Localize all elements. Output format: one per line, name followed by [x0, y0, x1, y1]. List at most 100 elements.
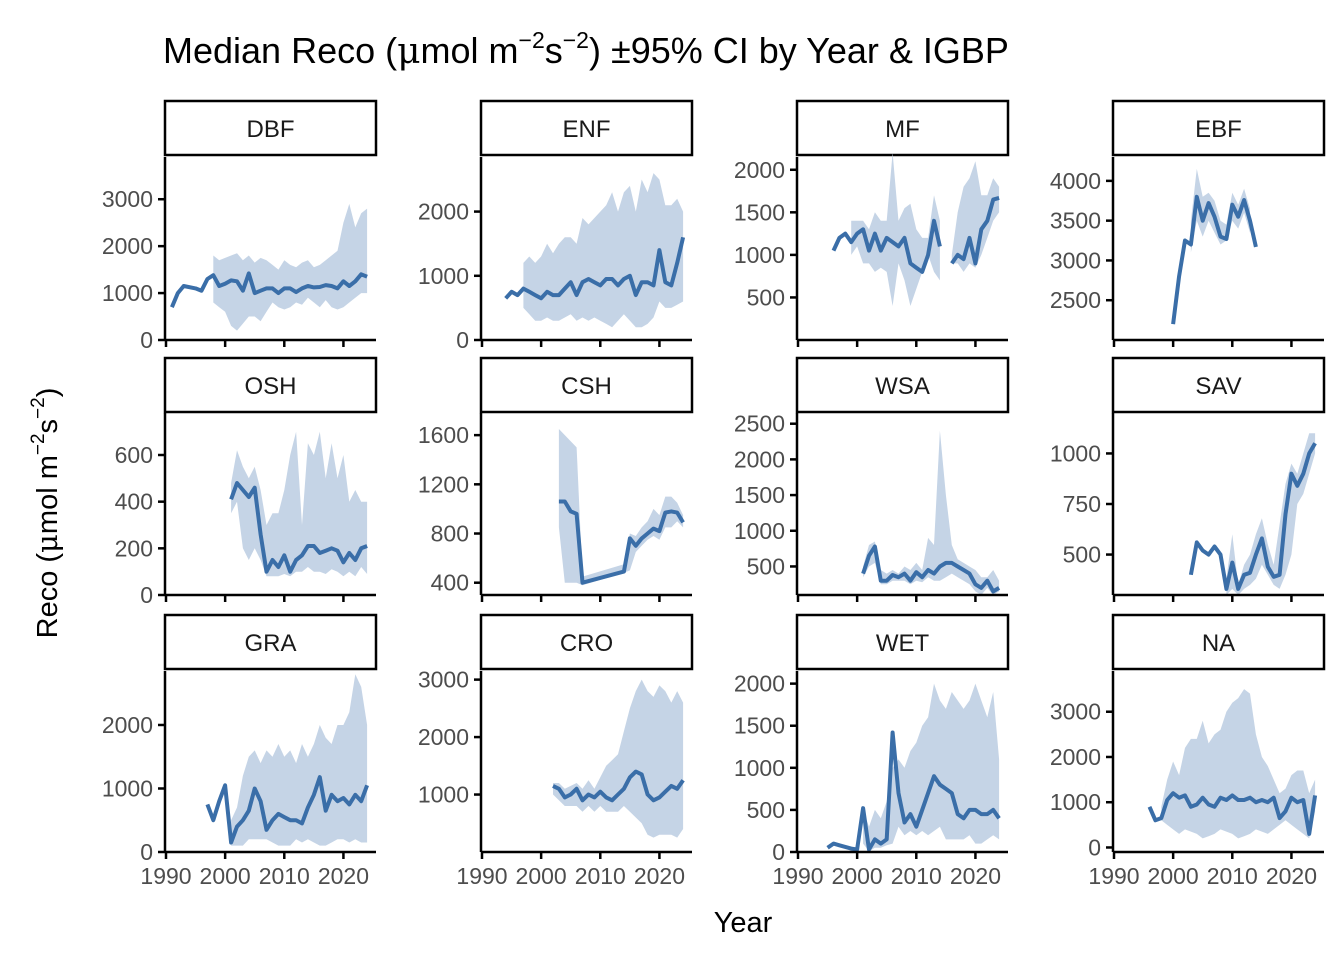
strip-wsa: [795, 356, 1010, 414]
y-tick-label-csh-800: 800: [431, 521, 469, 547]
y-tick-label-osh-600: 600: [115, 442, 153, 468]
x-tick-label-cro-2020: 2020: [634, 863, 685, 889]
y-tick-label-dbf-3000: 3000: [102, 186, 153, 212]
strip-label-cro: CRO: [560, 630, 613, 657]
ylabel-sup1: −2: [28, 433, 49, 455]
x-tick-label-na-1990: 1990: [1088, 863, 1139, 889]
y-tick-label-sav-500: 500: [1063, 542, 1101, 568]
y-tick-label-na-0: 0: [1088, 834, 1101, 860]
y-tick-label-wsa-2000: 2000: [734, 446, 785, 472]
y-tick-label-csh-400: 400: [431, 570, 469, 596]
panel-dbf: DBF 0 1000 2000 3000: [102, 99, 378, 353]
y-tick-label-sav-1000: 1000: [1050, 440, 1101, 466]
median-line-mf-1: [950, 195, 1000, 266]
x-tick-label-na-2020: 2020: [1266, 863, 1317, 889]
y-axis-label: Reco (μmol m−2s−2): [28, 388, 64, 639]
panel-enf: ENF 0 1000 2000: [418, 99, 694, 353]
title-sup2: −2: [563, 27, 589, 53]
y-tick-label-mf-1000: 1000: [734, 242, 785, 268]
y-tick-label-sav-750: 750: [1063, 491, 1101, 517]
y-tick-label-gra-1000: 1000: [102, 775, 153, 801]
y-tick-label-wet-500: 500: [747, 797, 785, 823]
median-line-wet-0: [826, 730, 1001, 852]
y-tick-label-wsa-2500: 2500: [734, 411, 785, 437]
y-tick-label-osh-0: 0: [140, 582, 153, 608]
x-tick-label-gra-2000: 2000: [200, 863, 251, 889]
y-tick-label-gra-2000: 2000: [102, 712, 153, 738]
panel-wet: WET 0 500 1000 1500 2000 1990 2000 2010 2020: [734, 613, 1010, 889]
strip-cro: [479, 613, 694, 671]
x-tick-label-gra-1990: 1990: [140, 863, 191, 889]
ylabel-sup2: −2: [28, 397, 49, 419]
strip-label-wet: WET: [876, 630, 930, 657]
y-tick-label-osh-200: 200: [115, 535, 153, 561]
strip-label-na: NA: [1202, 630, 1235, 657]
y-tick-label-ebf-4000: 4000: [1050, 168, 1101, 194]
median-line-csh-0: [558, 499, 685, 585]
panel-ebf: EBF 2500 3000 3500 4000: [1050, 99, 1326, 347]
x-axis-label: Year: [714, 907, 773, 939]
x-tick-label-gra-2020: 2020: [318, 863, 369, 889]
x-tick-label-cro-1990: 1990: [456, 863, 507, 889]
ci-ribbon-osh-0: [231, 431, 368, 577]
median-line-osh-0: [229, 481, 368, 574]
median-line-mf-0: [831, 218, 942, 274]
chart-title: Median Reco (μmol m−2s−2) ±95% CI by Yea…: [163, 27, 1009, 72]
median-line-wsa-0: [861, 544, 1001, 594]
ylabel-s: s: [32, 419, 64, 434]
y-tick-label-mf-500: 500: [747, 284, 785, 310]
strip-enf: [479, 99, 694, 157]
y-tick-label-mf-1500: 1500: [734, 199, 785, 225]
y-tick-label-gra-0: 0: [140, 839, 153, 865]
title-post: ) ±95% CI by Year & IGBP: [589, 30, 1009, 71]
strip-sav: [1111, 356, 1326, 414]
title-mu: μ: [397, 31, 420, 72]
y-tick-label-na-3000: 3000: [1050, 699, 1101, 725]
strip-gra: [163, 613, 378, 671]
strip-osh: [163, 356, 378, 414]
ci-ribbon-wet-0: [863, 683, 1000, 852]
y-tick-label-cro-1000: 1000: [418, 782, 469, 808]
x-tick-label-cro-2000: 2000: [516, 863, 567, 889]
strip-label-mf: MF: [885, 116, 920, 143]
y-tick-label-mf-2000: 2000: [734, 157, 785, 183]
median-line-enf-0: [504, 236, 686, 301]
ci-ribbon-na-0: [1161, 689, 1316, 839]
y-tick-label-ebf-3500: 3500: [1050, 208, 1101, 234]
y-tick-label-wsa-1500: 1500: [734, 482, 785, 508]
x-tick-label-wet-1990: 1990: [772, 863, 823, 889]
y-tick-label-wet-2000: 2000: [734, 671, 785, 697]
y-tick-label-wet-1500: 1500: [734, 713, 785, 739]
y-tick-label-dbf-2000: 2000: [102, 233, 153, 259]
median-line-dbf-0: [170, 271, 368, 308]
title-s: s: [545, 30, 563, 71]
ci-ribbon-gra-0: [231, 674, 368, 846]
y-tick-label-dbf-0: 0: [140, 327, 153, 353]
strip-wet: [795, 613, 1010, 671]
ci-ribbon-dbf-0: [213, 203, 368, 331]
y-tick-label-wsa-500: 500: [747, 553, 785, 579]
y-tick-label-cro-2000: 2000: [418, 724, 469, 750]
x-tick-label-na-2000: 2000: [1148, 863, 1199, 889]
strip-label-osh: OSH: [244, 373, 296, 400]
median-line-sav-0: [1188, 442, 1317, 591]
panel-gra: GRA 0 1000 2000 1990 2000 2010 2020: [102, 613, 378, 889]
x-tick-label-gra-2010: 2010: [259, 863, 310, 889]
strip-label-sav: SAV: [1195, 373, 1241, 400]
y-tick-label-wet-0: 0: [772, 839, 785, 865]
panel-sav: SAV 500 750 1000: [1050, 356, 1326, 602]
y-tick-label-ebf-3000: 3000: [1050, 247, 1101, 273]
strip-label-wsa: WSA: [875, 373, 930, 400]
panel-mf: MF 500 1000 1500 2000: [734, 99, 1010, 347]
y-tick-label-na-1000: 1000: [1050, 789, 1101, 815]
ci-ribbon-wsa-0: [863, 430, 1000, 595]
strip-label-ebf: EBF: [1195, 116, 1242, 143]
y-tick-label-cro-3000: 3000: [418, 667, 469, 693]
y-tick-label-ebf-2500: 2500: [1050, 287, 1101, 313]
title-pre: Median Reco (: [163, 30, 397, 71]
panel-csh: CSH 400 800 1200 1600: [418, 356, 694, 602]
x-tick-label-cro-2010: 2010: [575, 863, 626, 889]
y-axis-label-group: Reco (μmol m−2s−2): [28, 388, 64, 639]
x-tick-label-wet-2010: 2010: [891, 863, 942, 889]
